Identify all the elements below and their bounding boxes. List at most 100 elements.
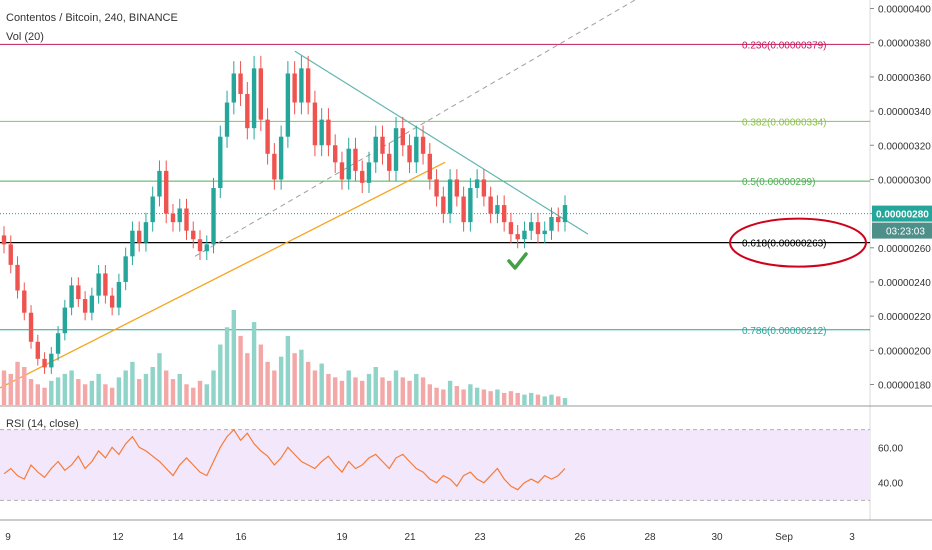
candle-body	[224, 102, 230, 137]
candle-body	[82, 299, 88, 313]
candle-body	[157, 170, 162, 197]
volume-bar	[69, 370, 74, 405]
volume-bar	[238, 335, 243, 405]
volume-bar	[251, 322, 257, 405]
volume-bar	[15, 361, 20, 405]
volume-bar	[170, 379, 176, 405]
volume-bar	[542, 396, 547, 405]
candle-body	[103, 273, 108, 296]
candle-body	[346, 148, 351, 180]
volume-bar	[55, 377, 61, 405]
candle-body	[177, 208, 182, 223]
volume-bar	[272, 370, 277, 405]
candle-body	[535, 222, 541, 235]
volume-bar	[211, 370, 216, 405]
candle-body	[204, 244, 209, 252]
candle-body	[441, 196, 446, 214]
candle-body	[1, 235, 7, 245]
volume-bar	[1, 370, 7, 405]
candle-body	[319, 119, 324, 146]
descending-trendline	[294, 50, 589, 235]
volume-bar	[218, 344, 223, 405]
fib-level-label: 0.382(0.00000334)	[742, 117, 827, 128]
candle-body	[136, 230, 142, 243]
candle-body	[393, 128, 399, 171]
volume-bar	[197, 380, 203, 405]
candle-body	[109, 295, 115, 308]
y-tick-label: 0.00000240	[878, 278, 931, 289]
candle-body	[22, 290, 27, 313]
y-tick-label: 0.00000400	[878, 5, 931, 16]
y-tick-label: 0.00000180	[878, 380, 931, 391]
candle-body	[508, 222, 514, 235]
symbol-title: Contentos / Bitcoin, 240, BINANCE	[6, 12, 178, 24]
volume-bar	[76, 379, 81, 405]
volume-bar	[22, 367, 27, 405]
volume-bar	[231, 310, 237, 405]
volume-bar	[522, 394, 527, 405]
volume-bar	[495, 389, 500, 405]
volume-bar	[529, 392, 534, 405]
candle-body	[265, 119, 270, 154]
x-tick-label: 12	[112, 532, 124, 543]
candle-body	[35, 341, 40, 359]
ascending-trendline	[0, 161, 446, 389]
volume-bar	[258, 344, 264, 405]
candle-body	[28, 312, 34, 342]
candle-body	[360, 170, 365, 183]
candle-body	[251, 68, 257, 129]
candle-body	[326, 119, 331, 146]
volume-bar	[292, 353, 297, 405]
candle-body	[62, 307, 68, 334]
current-price-text: 0.00000280	[876, 210, 929, 221]
candle-body	[515, 234, 520, 240]
candle-body	[529, 222, 534, 231]
volume-bar	[224, 327, 230, 405]
y-tick-label: 0.00000320	[878, 141, 931, 152]
volume-bar	[109, 387, 115, 405]
candle-body	[96, 273, 101, 296]
candle-body	[164, 170, 169, 214]
candle-body	[305, 68, 311, 103]
candle-body	[414, 136, 419, 163]
volume-bar	[130, 361, 135, 405]
volume-bar	[454, 386, 460, 405]
countdown-badge	[872, 222, 932, 239]
candle-body	[55, 333, 61, 354]
volume-bar	[468, 384, 473, 405]
candle-body	[366, 162, 372, 183]
volume-bar	[143, 373, 149, 405]
volume-bar	[285, 335, 291, 405]
candle-body	[285, 73, 291, 137]
volume-bar	[508, 391, 514, 405]
candle-body	[42, 358, 47, 368]
candle-body	[447, 179, 453, 214]
volume-bar	[157, 353, 162, 405]
current-price-badge	[872, 205, 932, 222]
candle-body	[332, 145, 338, 163]
candle-body	[542, 230, 547, 235]
volume-bar	[150, 367, 155, 405]
candle-body	[420, 136, 426, 154]
candle-body	[170, 213, 176, 223]
volume-bar	[414, 373, 419, 405]
volume-bar	[8, 373, 13, 405]
volume-bar	[164, 370, 169, 405]
candle-body	[184, 208, 189, 231]
candle-body	[488, 196, 493, 214]
x-tick-label: 14	[172, 532, 184, 543]
candle-body	[387, 153, 392, 171]
volume-bar	[360, 380, 365, 405]
candle-body	[258, 68, 264, 120]
volume-bar	[278, 356, 284, 405]
y-tick-label: 0.00000220	[878, 312, 931, 323]
volume-bar	[441, 389, 446, 405]
volume-bar	[116, 377, 122, 405]
x-tick-label: 21	[404, 532, 416, 543]
candle-body	[380, 136, 385, 154]
x-tick-label: 19	[336, 532, 348, 543]
y-tick-label: 0.00000360	[878, 73, 931, 84]
volume-bar	[481, 389, 487, 405]
volume-bar	[488, 391, 493, 405]
